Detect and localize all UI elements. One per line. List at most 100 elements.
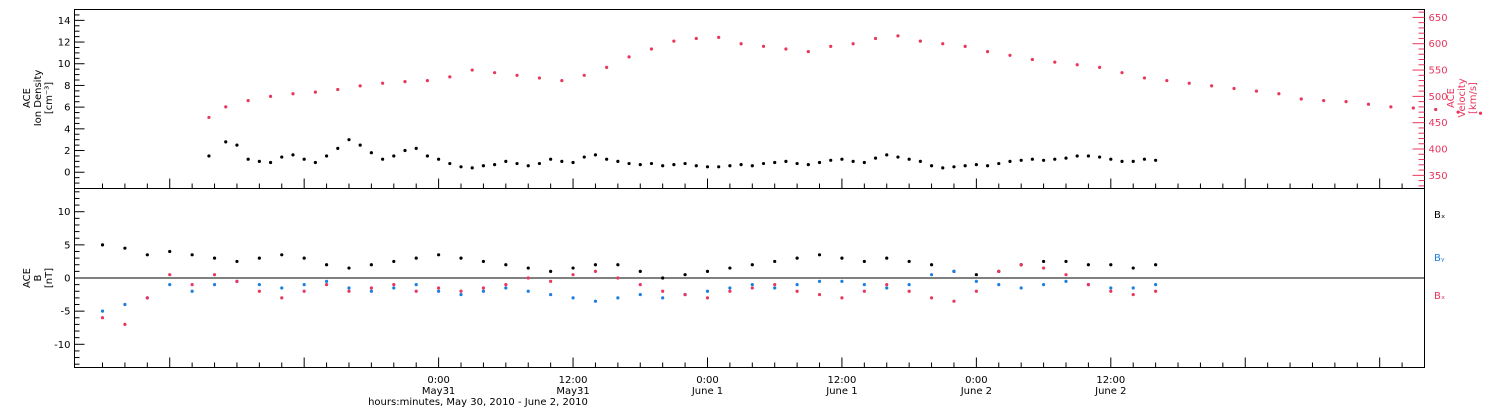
legend-bz: Bₓ — [1434, 291, 1445, 302]
ion-density-point — [851, 159, 855, 163]
velocity-point — [1366, 102, 1371, 106]
bx-point — [414, 256, 418, 260]
bz-point — [1064, 273, 1068, 277]
velocity-point — [739, 42, 743, 46]
by-point — [929, 273, 934, 277]
ion-density-point — [661, 164, 665, 168]
bz-point — [190, 283, 194, 287]
by-point — [593, 299, 598, 303]
ion-density-point — [761, 161, 766, 166]
top-left-ylabel: ACE Ion Density [cm⁻³] — [22, 70, 55, 127]
top-right-tick-label: 550 — [1429, 66, 1448, 77]
velocity-point — [761, 44, 766, 48]
bx-point — [302, 256, 306, 260]
by-point — [302, 283, 306, 287]
bz-point — [1086, 283, 1091, 287]
velocity-point — [873, 36, 878, 41]
velocity-point — [784, 47, 788, 51]
by-point — [997, 283, 1001, 287]
bx-point — [571, 266, 575, 270]
bx-point — [549, 269, 553, 273]
top-panel-frame — [74, 9, 1425, 189]
bz-point — [705, 296, 710, 300]
bz-point — [459, 289, 463, 293]
bx-point — [638, 269, 642, 273]
bx-point — [1064, 259, 1068, 264]
bz-point — [235, 279, 239, 283]
velocity-point — [1389, 105, 1393, 109]
bz-point — [997, 269, 1001, 273]
bz-point — [437, 286, 441, 290]
bottom-left-tick-label: 5 — [64, 240, 70, 251]
x-tick-date-label: May31 — [422, 386, 455, 397]
bx-point — [437, 253, 441, 257]
bx-point — [168, 249, 172, 254]
ion-density-point — [257, 159, 261, 163]
ion-density-point — [207, 154, 211, 158]
by-point — [571, 296, 575, 300]
bz-point — [280, 296, 284, 300]
ion-density-point — [560, 159, 564, 163]
velocity-point — [448, 75, 452, 79]
bottom-left-tick-label: 10 — [58, 207, 71, 218]
bottom-x-ticks — [102, 357, 1425, 368]
x-tick-time-label: 0:00 — [427, 375, 449, 386]
bx-point — [1154, 263, 1158, 267]
bx-point — [504, 263, 508, 267]
bx-point — [369, 263, 373, 267]
velocity-point — [829, 44, 833, 48]
bx-point — [616, 263, 620, 267]
ion-density-point — [1053, 157, 1057, 161]
bz-point — [907, 289, 911, 293]
bx-point — [773, 259, 777, 264]
by-point — [638, 292, 642, 297]
bz-point — [795, 289, 799, 293]
ion-density-point — [873, 156, 878, 160]
by-point — [504, 286, 508, 290]
bz-point — [773, 283, 777, 287]
velocity-point — [1053, 60, 1057, 64]
top-left-axis: 0 2 4 6 8 10 12 14 — [58, 14, 85, 184]
ion-density-point — [638, 163, 642, 167]
ion-density-point — [324, 154, 329, 158]
velocity-point — [1165, 78, 1169, 83]
by-point — [414, 283, 418, 287]
bz-point — [929, 296, 934, 300]
ion-density-point — [1030, 157, 1034, 161]
ion-density-point — [1142, 157, 1147, 161]
bz-point — [593, 269, 598, 273]
velocity-point — [918, 39, 922, 43]
top-x-ticks — [102, 178, 1425, 189]
by-point — [481, 289, 486, 293]
ion-density-point — [862, 160, 866, 165]
ion-density-point — [605, 157, 609, 161]
top-right-axis: 350 400 450 500 550 600 650 — [1412, 11, 1448, 187]
ion-density-point — [694, 164, 698, 168]
ion-density-point — [784, 159, 788, 163]
ion-density-point — [627, 161, 631, 166]
by-point — [190, 289, 194, 293]
bz-point — [145, 296, 149, 300]
velocity-point — [1299, 97, 1303, 101]
velocity-point — [1277, 92, 1281, 96]
ion-density-point — [515, 161, 519, 166]
by-point — [212, 283, 217, 287]
ion-density-point — [728, 164, 732, 168]
ion-density-point — [750, 164, 754, 168]
top-left-tick-label: 2 — [64, 146, 70, 157]
ion-density-point — [459, 165, 463, 169]
top-right-tick-label: 650 — [1429, 13, 1448, 24]
by-point — [1131, 286, 1135, 290]
velocity-point — [605, 65, 609, 70]
bz-point — [885, 283, 889, 287]
x-tick-time-label: 0:00 — [965, 375, 987, 386]
velocity-point — [403, 80, 407, 84]
by-point — [728, 286, 732, 290]
bx-point — [593, 263, 598, 267]
bx-point — [347, 266, 351, 270]
velocity-point — [806, 50, 810, 54]
by-point — [885, 286, 889, 290]
by-point — [862, 283, 866, 287]
velocity-point — [358, 84, 362, 88]
